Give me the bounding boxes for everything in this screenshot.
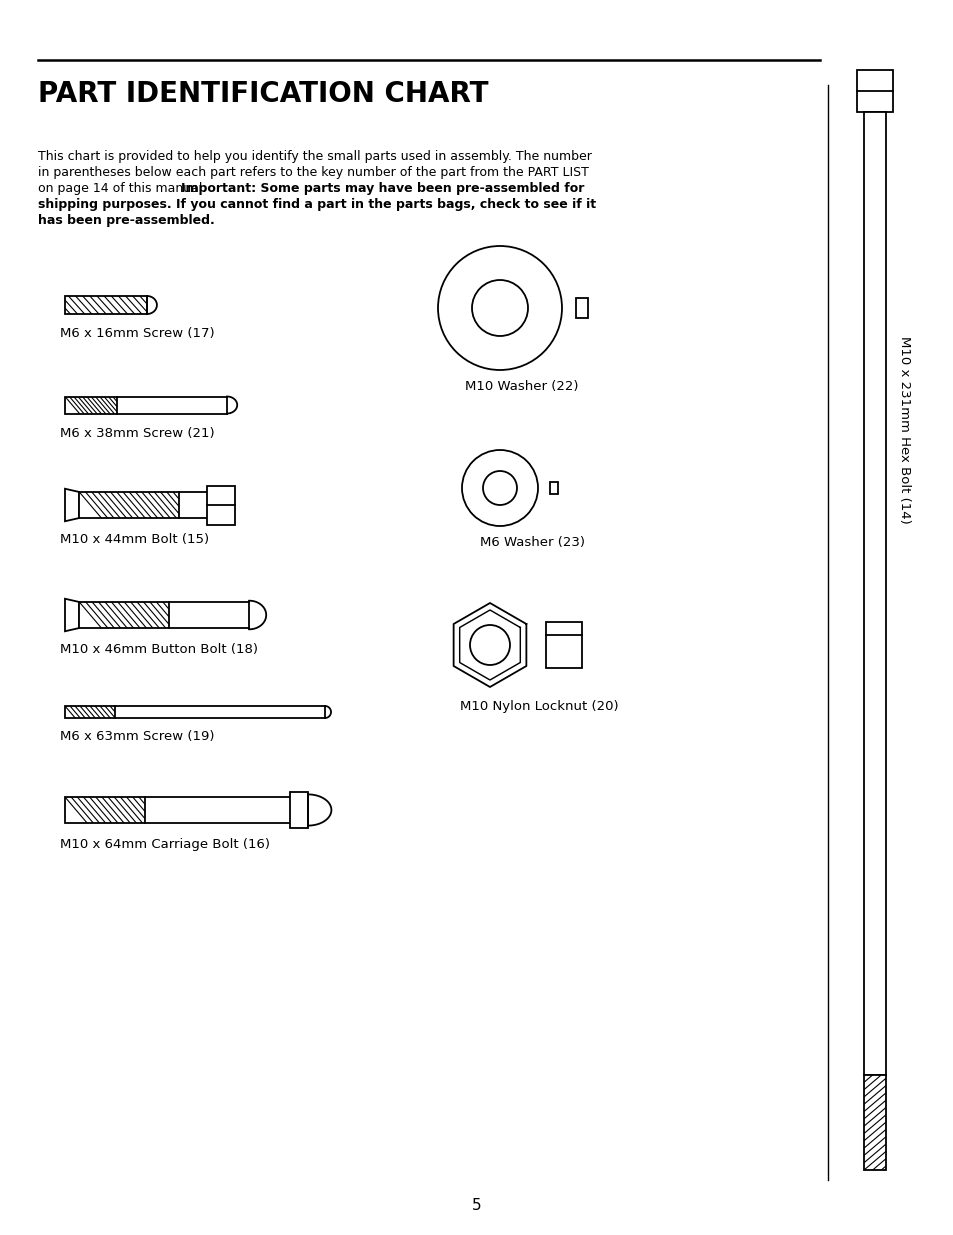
Text: has been pre-assembled.: has been pre-assembled. xyxy=(38,214,214,227)
Bar xyxy=(863,112,885,1074)
Text: 5: 5 xyxy=(472,1198,481,1213)
Bar xyxy=(79,492,179,517)
Text: M10 x 64mm Carriage Bolt (16): M10 x 64mm Carriage Bolt (16) xyxy=(60,839,270,851)
Text: M10 Washer (22): M10 Washer (22) xyxy=(464,380,578,393)
Bar xyxy=(65,797,145,823)
Text: M6 x 63mm Screw (19): M6 x 63mm Screw (19) xyxy=(60,730,214,743)
Bar xyxy=(290,793,308,827)
Text: M10 x 46mm Button Bolt (18): M10 x 46mm Button Bolt (18) xyxy=(60,643,257,656)
Text: on page 14 of this manual.: on page 14 of this manual. xyxy=(38,182,211,195)
Text: Important: Some parts may have been pre-assembled for: Important: Some parts may have been pre-… xyxy=(181,182,584,195)
Bar xyxy=(545,622,581,668)
Bar xyxy=(550,482,558,494)
Text: M6 Washer (23): M6 Washer (23) xyxy=(479,536,584,550)
Circle shape xyxy=(482,471,517,505)
Text: M10 x 231mm Hex Bolt (14): M10 x 231mm Hex Bolt (14) xyxy=(898,336,910,524)
Circle shape xyxy=(437,246,561,370)
Bar xyxy=(207,485,235,525)
Circle shape xyxy=(472,280,527,336)
Text: shipping purposes. If you cannot find a part in the parts bags, check to see if : shipping purposes. If you cannot find a … xyxy=(38,198,596,211)
Circle shape xyxy=(461,450,537,526)
Circle shape xyxy=(470,625,510,664)
Bar xyxy=(65,396,117,414)
Polygon shape xyxy=(65,489,79,521)
Text: in parentheses below each part refers to the key number of the part from the PAR: in parentheses below each part refers to… xyxy=(38,165,588,179)
Bar xyxy=(65,706,115,718)
Text: M10 x 44mm Bolt (15): M10 x 44mm Bolt (15) xyxy=(60,534,209,546)
Text: M6 x 38mm Screw (21): M6 x 38mm Screw (21) xyxy=(60,427,214,440)
Bar xyxy=(576,298,587,317)
Bar xyxy=(863,1074,885,1170)
Text: This chart is provided to help you identify the small parts used in assembly. Th: This chart is provided to help you ident… xyxy=(38,149,591,163)
Polygon shape xyxy=(65,599,79,631)
Text: PART IDENTIFICATION CHART: PART IDENTIFICATION CHART xyxy=(38,80,488,107)
Bar xyxy=(65,296,147,314)
Bar xyxy=(79,601,169,629)
Polygon shape xyxy=(453,603,526,687)
Bar xyxy=(856,70,892,112)
Bar xyxy=(65,296,147,314)
Text: M6 x 16mm Screw (17): M6 x 16mm Screw (17) xyxy=(60,327,214,340)
Text: M10 Nylon Locknut (20): M10 Nylon Locknut (20) xyxy=(459,700,618,713)
